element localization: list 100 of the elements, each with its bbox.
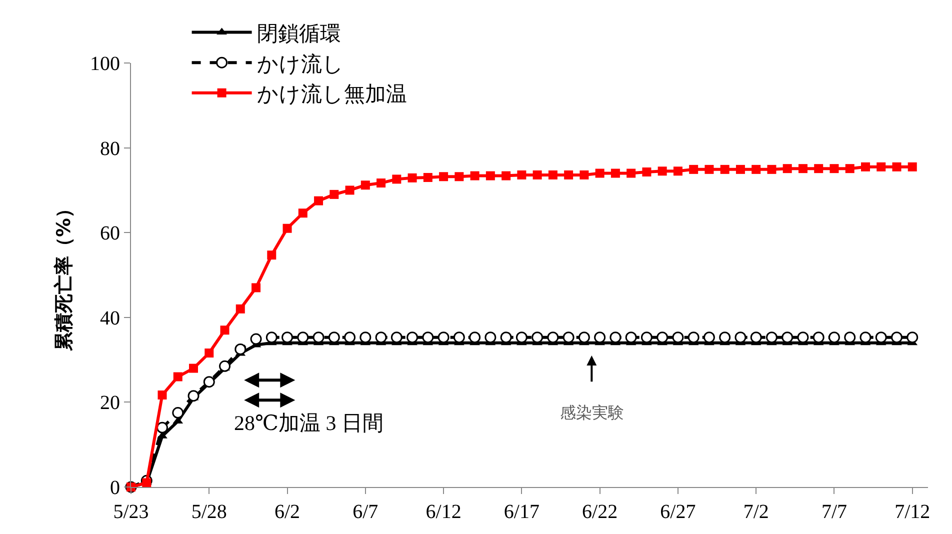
point — [844, 332, 856, 344]
point — [267, 250, 276, 260]
point — [502, 171, 511, 180]
y-tick-label: 40 — [100, 307, 120, 330]
point — [314, 196, 324, 206]
point — [408, 173, 417, 182]
point — [470, 171, 480, 180]
point — [344, 332, 356, 344]
point — [142, 478, 152, 488]
point — [642, 167, 652, 176]
point — [360, 332, 372, 344]
point — [658, 166, 667, 176]
x-tick-label: 6/2 — [274, 501, 300, 523]
point — [189, 364, 198, 373]
legend-label: 閉鎖循環 — [256, 21, 341, 46]
point — [830, 164, 839, 174]
point — [158, 390, 167, 400]
point — [734, 332, 746, 344]
point — [860, 332, 872, 344]
point — [640, 332, 652, 344]
x-tick-label: 7/2 — [743, 501, 769, 523]
point — [330, 190, 339, 199]
y-tick-label: 60 — [100, 222, 120, 245]
point — [703, 332, 715, 344]
point — [484, 332, 496, 344]
point — [720, 164, 730, 174]
x-tick-label: 7/12 — [894, 501, 930, 523]
point — [517, 170, 526, 180]
point — [860, 162, 870, 172]
point — [595, 168, 604, 178]
point — [172, 407, 184, 419]
x-tick-label: 6/12 — [426, 501, 462, 523]
point — [892, 162, 902, 172]
x-tick-label: 6/27 — [660, 501, 696, 523]
point — [375, 332, 387, 344]
y-tick-label: 100 — [90, 53, 120, 75]
point — [516, 332, 528, 344]
annotation: 感染実験 — [560, 403, 624, 422]
point — [298, 208, 308, 218]
point — [438, 332, 450, 344]
point — [328, 332, 340, 344]
legend-label: かけ流し — [256, 52, 344, 76]
point — [610, 332, 622, 344]
point — [282, 224, 292, 233]
point — [220, 326, 230, 335]
point — [610, 168, 620, 178]
point — [439, 172, 448, 182]
point — [219, 360, 231, 372]
point — [594, 332, 606, 344]
point — [547, 332, 559, 344]
point — [500, 332, 512, 344]
point — [548, 170, 558, 180]
point — [814, 164, 824, 174]
point — [282, 332, 294, 344]
point — [767, 164, 776, 174]
point — [406, 332, 418, 344]
x-tick-label: 6/22 — [582, 501, 618, 523]
point — [812, 332, 824, 344]
point — [875, 332, 887, 344]
point — [266, 332, 278, 344]
x-tick-label: 5/28 — [191, 501, 227, 523]
point — [532, 170, 542, 180]
x-tick-label: 6/7 — [352, 501, 378, 523]
point — [798, 164, 808, 174]
point — [454, 172, 464, 182]
point — [345, 186, 354, 195]
point — [719, 332, 731, 344]
x-tick-label: 5/23 — [113, 501, 149, 523]
point — [828, 332, 840, 344]
point — [562, 332, 574, 344]
point — [625, 332, 637, 344]
point — [156, 422, 168, 434]
point — [390, 332, 402, 344]
point — [469, 332, 481, 344]
point — [704, 164, 714, 174]
point — [204, 348, 214, 358]
point — [453, 332, 465, 344]
point — [750, 332, 762, 344]
point — [423, 172, 432, 182]
point — [782, 332, 794, 344]
point — [736, 164, 745, 174]
point — [578, 332, 590, 344]
point — [656, 332, 668, 344]
x-tick-label: 7/7 — [821, 501, 848, 523]
y-axis-title: 累積死亡率（%） — [52, 198, 75, 352]
point — [486, 171, 495, 180]
point — [422, 332, 434, 344]
x-tick-label: 6/17 — [504, 501, 540, 523]
point — [845, 164, 854, 174]
point — [891, 332, 902, 344]
point — [766, 332, 778, 344]
point — [234, 343, 246, 355]
point — [626, 168, 636, 178]
point — [564, 170, 574, 180]
point — [782, 164, 792, 174]
point — [297, 332, 309, 344]
point — [688, 332, 700, 344]
point — [236, 304, 245, 314]
y-tick-label: 20 — [100, 392, 120, 414]
point — [689, 164, 698, 174]
